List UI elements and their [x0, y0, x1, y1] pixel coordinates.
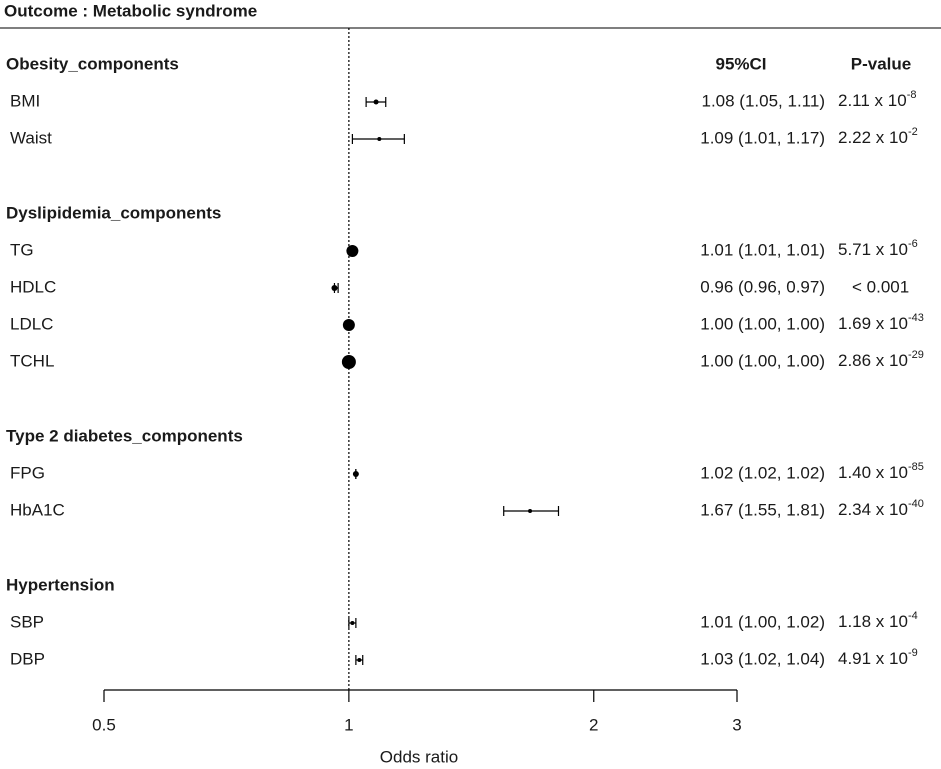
row-label: FPG	[10, 463, 45, 482]
x-tick-label: 1	[344, 715, 353, 734]
p-value-exponent: -40	[908, 498, 924, 510]
x-tick-label: 0.5	[92, 715, 116, 734]
group-header: Type 2 diabetes_components	[6, 426, 243, 445]
point-estimate	[331, 285, 338, 291]
x-tick-label: 2	[589, 715, 598, 734]
ci-label: 1.00 (1.00, 1.00)	[700, 314, 825, 333]
p-value-base: 5.71 x 10	[838, 240, 908, 259]
point-estimate	[342, 319, 355, 331]
point-estimate	[528, 509, 533, 513]
point-estimate	[350, 621, 355, 625]
p-header: P-value	[851, 54, 911, 73]
p-value-base: 1.69 x 10	[838, 314, 908, 333]
group-header: Dyslipidemia_components	[6, 203, 221, 222]
point-estimate	[346, 245, 359, 257]
ci-label: 1.08 (1.05, 1.11)	[702, 91, 826, 110]
p-value: 4.91 x 10-9	[838, 647, 918, 669]
row-label: BMI	[10, 91, 40, 110]
ci-label: 1.67 (1.55, 1.81)	[700, 500, 825, 519]
p-value-base: 4.91 x 10	[838, 649, 908, 668]
p-value: 1.40 x 10-85	[838, 461, 924, 483]
p-value-exponent: -85	[908, 461, 924, 473]
row-label: HbA1C	[10, 500, 65, 519]
p-value: 2.34 x 10-40	[838, 498, 924, 520]
ci-label: 0.96 (0.96, 0.97)	[700, 277, 825, 296]
p-value-exponent: -6	[908, 238, 918, 250]
ci-label: 1.00 (1.00, 1.00)	[700, 351, 825, 370]
point-estimate	[357, 658, 362, 662]
ci-label: 1.03 (1.02, 1.04)	[700, 649, 825, 668]
p-value-exponent: -8	[907, 89, 917, 101]
p-value-exponent: -43	[908, 312, 924, 324]
p-value: 5.71 x 10-6	[838, 238, 918, 260]
row-label: SBP	[10, 612, 44, 631]
p-value-base: 1.18 x 10	[838, 612, 908, 631]
ci-label: 1.09 (1.01, 1.17)	[700, 128, 825, 147]
ci-header: 95%CI	[715, 54, 766, 73]
p-value-exponent: -2	[908, 126, 918, 138]
p-value-base: 2.86 x 10	[838, 351, 908, 370]
ci-label: 1.02 (1.02, 1.02)	[700, 463, 825, 482]
p-value-base: 2.11 x 10	[838, 91, 907, 110]
p-value-base: 2.22 x 10	[838, 128, 908, 147]
row-label: TG	[10, 240, 34, 259]
p-value: 2.11 x 10-8	[838, 89, 916, 111]
chart-title: Outcome : Metabolic syndrome	[4, 1, 257, 20]
row-label: DBP	[10, 649, 45, 668]
p-value: < 0.001	[852, 277, 909, 296]
ci-label: 1.01 (1.01, 1.01)	[700, 240, 825, 259]
p-value: 2.86 x 10-29	[838, 349, 924, 371]
point-estimate	[352, 471, 359, 477]
p-value-base: 2.34 x 10	[838, 500, 908, 519]
p-value-exponent: -4	[908, 610, 918, 622]
point-estimate	[341, 355, 356, 369]
x-axis-label: Odds ratio	[380, 747, 458, 766]
row-label: Waist	[10, 128, 52, 147]
group-header: Obesity_components	[6, 54, 179, 73]
point-estimate	[373, 99, 379, 105]
p-value: 1.69 x 10-43	[838, 312, 924, 334]
row-label: LDLC	[10, 314, 53, 333]
x-tick-label: 3	[732, 715, 741, 734]
p-value: 1.18 x 10-4	[838, 610, 918, 632]
p-value-exponent: -9	[908, 647, 918, 659]
row-label: HDLC	[10, 277, 56, 296]
ci-label: 1.01 (1.00, 1.02)	[700, 612, 825, 631]
p-value: 2.22 x 10-2	[838, 126, 918, 148]
p-value-exponent: -29	[908, 349, 924, 361]
group-header: Hypertension	[6, 575, 115, 594]
row-label: TCHL	[10, 351, 54, 370]
p-value-base: 1.40 x 10	[838, 463, 908, 482]
point-estimate	[377, 137, 382, 141]
